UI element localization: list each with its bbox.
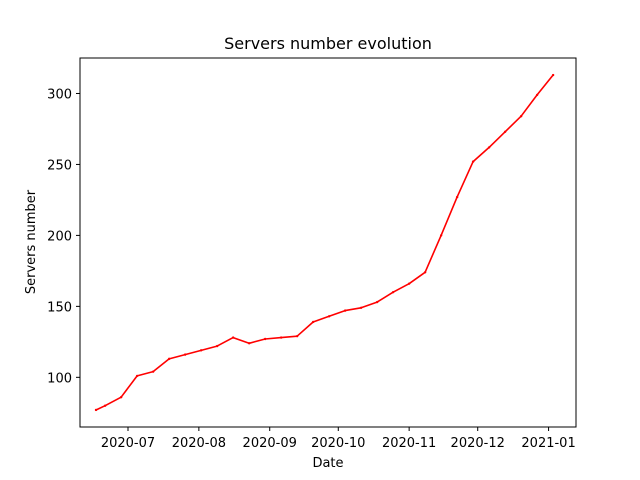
x-tick-label: 2021-01 [521,436,575,451]
x-tick-label: 2020-10 [311,436,365,451]
x-axis-label: Date [312,456,343,471]
data-point [407,282,411,285]
data-point [311,320,315,324]
data-point [375,300,379,304]
data-point [455,195,459,199]
plot-frame [79,57,577,428]
data-point [343,309,347,312]
data-point [439,234,443,237]
data-point [535,93,539,97]
data-point [279,336,283,339]
data-point [551,73,555,77]
data-point [167,357,171,361]
data-point [247,342,251,345]
axes: 100 150 200 250 300 2020-07 2020-08 2020-09 2020… [47,87,576,451]
data-point [503,130,507,133]
data-point [471,160,475,163]
y-tick-label: 150 [47,300,72,315]
y-axis-label: Servers number [24,189,39,294]
data-point [119,395,123,399]
data-point [263,337,267,341]
data-point [199,349,203,352]
data-point [327,315,331,318]
data-point [94,408,98,412]
data-point [183,353,187,356]
series-group [94,73,555,412]
data-point [231,336,235,339]
data-point [391,290,395,294]
series-line [95,74,554,411]
x-tick-label: 2020-09 [243,436,297,451]
data-point [215,344,219,348]
data-point [487,146,491,149]
data-point [135,374,139,378]
plot-area [80,58,576,427]
x-tick-label: 2020-08 [172,436,226,451]
data-point [103,404,107,407]
chart-title: Servers number evolution [224,34,432,53]
x-tick-label: 2020-11 [382,436,436,451]
y-tick-label: 200 [47,229,72,244]
data-point [359,306,363,309]
data-point [519,114,523,118]
x-tick-label: 2020-07 [101,436,155,451]
data-point [151,370,155,373]
y-tick-label: 250 [47,158,72,173]
data-point [423,271,427,274]
x-tick-label: 2020-12 [451,436,505,451]
y-tick-label: 300 [47,87,72,102]
y-tick-label: 100 [47,371,72,386]
data-point [295,334,299,338]
